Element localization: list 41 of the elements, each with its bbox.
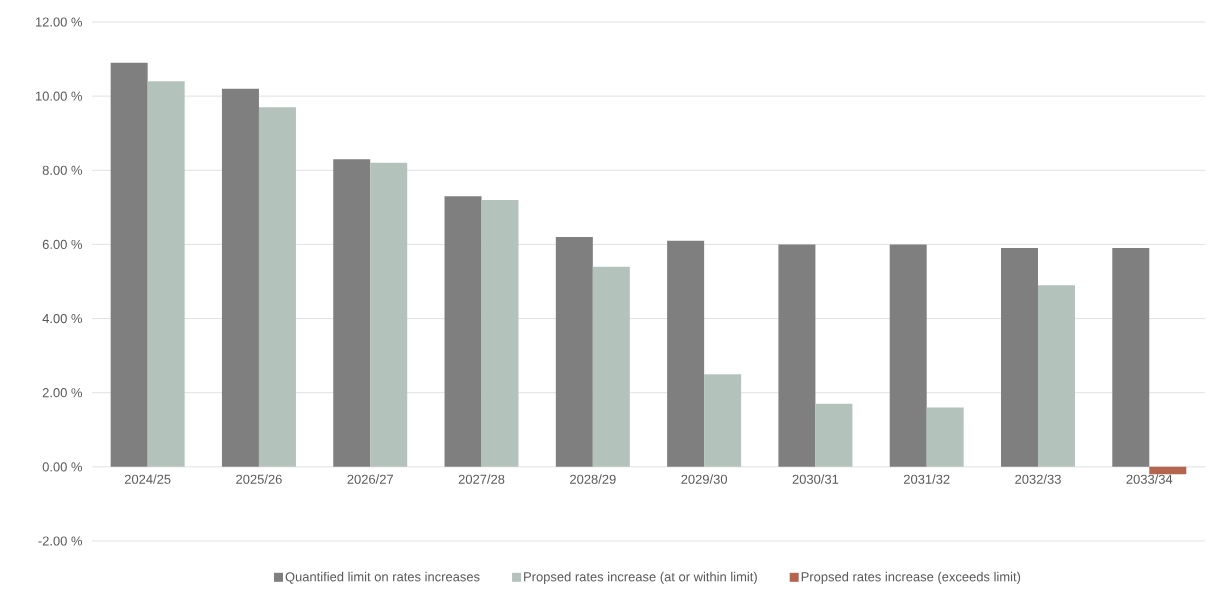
x-tick-label: 2030/31: [792, 474, 839, 484]
x-tick-label: 2031/32: [903, 474, 950, 484]
legend-label: Quantified limit on rates increases: [285, 571, 480, 584]
y-tick-label: 8.00 %: [42, 165, 83, 175]
x-tick-label: 2033/34: [1126, 474, 1173, 484]
x-tick-label: 2025/26: [236, 474, 282, 484]
y-tick-label: 0.00 %: [42, 462, 83, 472]
bar: [370, 162, 408, 467]
bar: [147, 81, 185, 467]
bar: [555, 237, 593, 467]
bar: [1149, 466, 1187, 475]
bar: [592, 266, 630, 467]
bar: [667, 240, 705, 467]
y-tick-label: 12.00 %: [35, 17, 83, 27]
bar: [333, 159, 371, 467]
x-tick-label: 2028/29: [570, 474, 616, 484]
y-tick-label: 10.00 %: [35, 91, 83, 101]
x-tick-label: 2029/30: [681, 474, 728, 484]
bar: [1038, 285, 1075, 467]
bar: [221, 88, 259, 467]
legend-label: Propsed rates increase (exceeds limit): [801, 571, 1021, 584]
bar: [778, 244, 816, 467]
y-tick-label: -2.00 %: [38, 536, 83, 546]
y-tick-label: 2.00 %: [42, 388, 83, 398]
bar: [1112, 248, 1150, 467]
bar: [110, 62, 148, 467]
bar: [926, 407, 964, 467]
y-tick-label: 4.00 %: [42, 313, 83, 324]
bar: [815, 403, 853, 467]
bar: [889, 244, 927, 467]
x-tick-label: 2026/27: [347, 474, 393, 484]
x-tick-label: 2024/25: [124, 474, 171, 484]
bar: [704, 374, 742, 467]
legend-label: Propsed rates increase (at or within limit): [524, 571, 757, 584]
bar: [258, 107, 296, 467]
bar: [444, 196, 482, 467]
x-tick-label: 2027/28: [458, 474, 505, 484]
bar: [1001, 248, 1038, 467]
x-tick-label: 2032/33: [1015, 474, 1061, 484]
bar: [481, 199, 519, 467]
y-tick-label: 6.00 %: [42, 239, 83, 249]
